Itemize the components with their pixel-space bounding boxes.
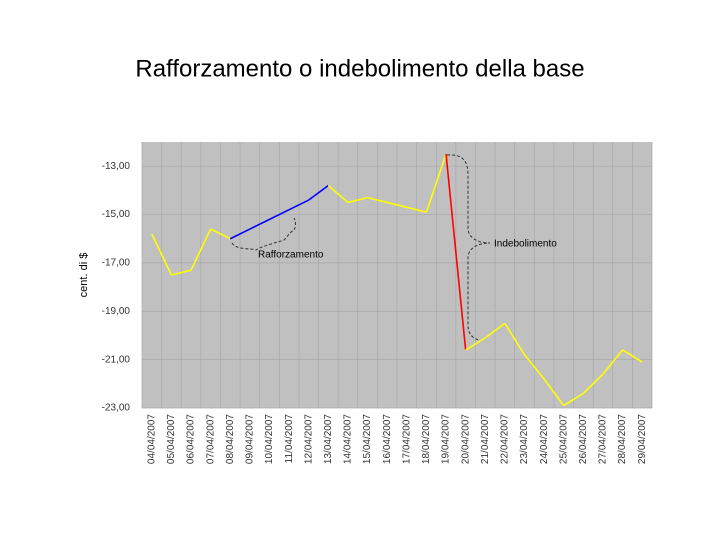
line-segment bbox=[406, 206, 427, 213]
x-tick-label: 05/04/2007 bbox=[166, 414, 177, 464]
x-tick-label: 12/04/2007 bbox=[303, 414, 314, 464]
x-tick-label: 08/04/2007 bbox=[225, 414, 236, 464]
line-segment bbox=[504, 322, 526, 356]
line-segment bbox=[288, 199, 310, 211]
line-segment bbox=[622, 349, 643, 363]
x-tick-label: 10/04/2007 bbox=[264, 414, 275, 464]
x-tick-label: 04/04/2007 bbox=[146, 414, 157, 464]
x-tick-label: 26/04/2007 bbox=[578, 414, 589, 464]
x-tick-label: 25/04/2007 bbox=[558, 414, 569, 464]
line-segment bbox=[171, 269, 192, 276]
chart-title: Rafforzamento o indebolimento della base bbox=[135, 55, 584, 82]
x-tick-label: 17/04/2007 bbox=[401, 414, 412, 464]
x-tick-label: 28/04/2007 bbox=[617, 414, 628, 464]
x-tick-label: 19/04/2007 bbox=[441, 414, 452, 464]
line-segment bbox=[347, 196, 368, 204]
line-segment bbox=[582, 373, 604, 395]
line-segment bbox=[190, 228, 212, 271]
line-segment bbox=[327, 184, 349, 204]
x-tick-label: 13/04/2007 bbox=[323, 414, 334, 464]
x-tick-label: 20/04/2007 bbox=[460, 414, 471, 464]
line-segment bbox=[308, 184, 329, 201]
y-tick-label: -17,00 bbox=[102, 258, 131, 269]
x-tick-label: 27/04/2007 bbox=[598, 414, 609, 464]
y-tick-label: -23,00 bbox=[102, 403, 131, 414]
line-segment bbox=[269, 208, 290, 221]
y-axis-label: cent. di $ bbox=[78, 253, 90, 298]
x-tick-label: 23/04/2007 bbox=[519, 414, 530, 464]
annotation: Rafforzamento bbox=[258, 250, 324, 261]
x-tick-label: 16/04/2007 bbox=[382, 414, 393, 464]
x-tick-label: 07/04/2007 bbox=[205, 414, 216, 464]
x-tick-label: 24/04/2007 bbox=[539, 414, 550, 464]
x-tick-label: 06/04/2007 bbox=[186, 414, 197, 464]
plot: -13,00 -15,00 -17,00 -19,00 -21,00 -23,00 04/0… bbox=[102, 142, 653, 464]
line-segment bbox=[425, 153, 447, 213]
x-tick-label: 14/04/2007 bbox=[343, 414, 354, 464]
line-segment bbox=[367, 196, 388, 204]
line-segment bbox=[602, 349, 624, 375]
x-tick-label: 29/04/2007 bbox=[637, 414, 648, 464]
line-segment bbox=[387, 201, 407, 209]
y-tick-label: -19,00 bbox=[102, 306, 131, 317]
brace bbox=[231, 217, 296, 251]
line-segment bbox=[523, 354, 545, 380]
line-segment bbox=[465, 337, 486, 351]
x-tick-label: 22/04/2007 bbox=[500, 414, 511, 464]
line-segment bbox=[151, 233, 173, 276]
y-tick-label: -21,00 bbox=[102, 354, 131, 365]
annotation: Indebolimento bbox=[494, 239, 557, 250]
line-segment bbox=[484, 322, 506, 339]
y-tick-label: -15,00 bbox=[102, 209, 131, 220]
line-segment bbox=[210, 228, 231, 240]
y-tick-label: -13,00 bbox=[102, 161, 131, 172]
brace bbox=[446, 154, 491, 341]
line-segment bbox=[563, 392, 584, 407]
x-tick-label: 18/04/2007 bbox=[421, 414, 432, 464]
line-segment bbox=[249, 218, 270, 230]
x-tick-label: 11/04/2007 bbox=[284, 414, 295, 464]
x-tick-label: 15/04/2007 bbox=[362, 414, 373, 464]
x-tick-label: 21/04/2007 bbox=[480, 414, 491, 464]
line-segment bbox=[445, 154, 467, 351]
line-segment bbox=[229, 228, 251, 240]
line-segment bbox=[543, 378, 565, 407]
x-tick-label: 09/04/2007 bbox=[245, 414, 256, 464]
